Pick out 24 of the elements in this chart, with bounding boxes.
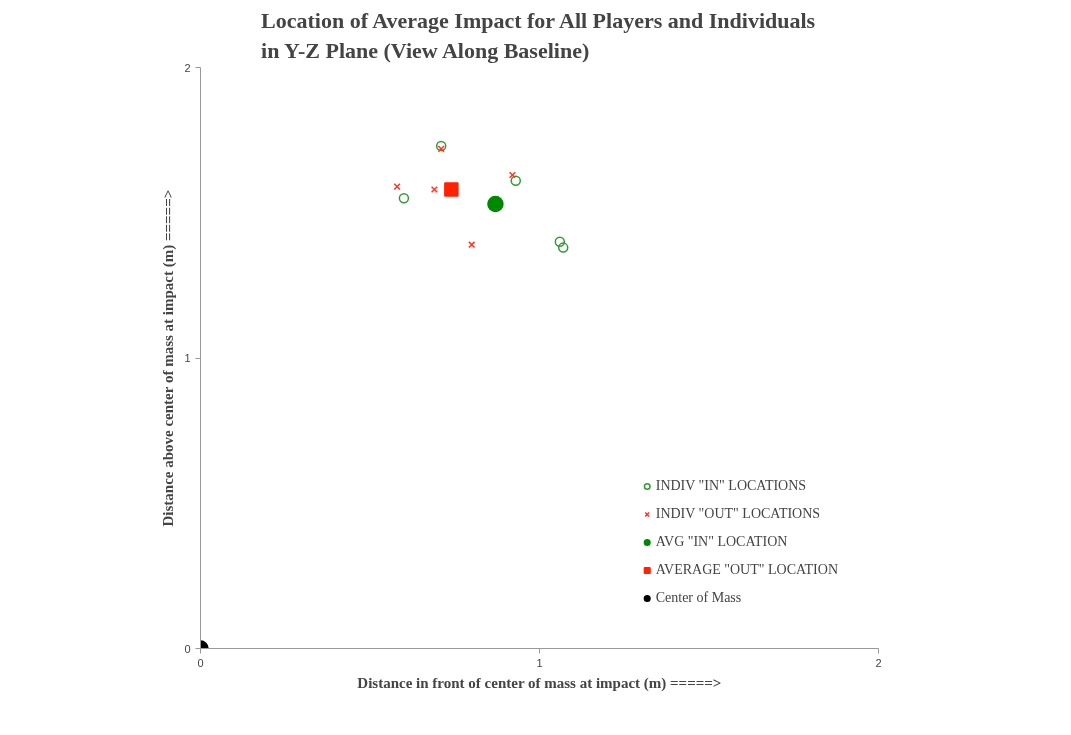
point	[444, 182, 459, 197]
chart-title: Location of Average Impact for All Players and Individuals in Y-Z Plane (View Along Baseline)	[261, 7, 816, 63]
point	[487, 195, 504, 213]
legend-label: AVG "IN" LOCATION	[655, 534, 788, 550]
point	[508, 171, 516, 179]
y-tick-label: 2	[184, 61, 191, 74]
x-tick-label: 0	[197, 656, 204, 669]
y-tick-label: 0	[184, 642, 191, 655]
y-tick-label: 1	[184, 352, 191, 364]
legend-label: Center of Mass	[655, 590, 742, 606]
point	[554, 236, 566, 248]
point	[510, 175, 522, 187]
x-tick-label: 2	[875, 656, 882, 669]
point	[468, 241, 476, 249]
point	[435, 140, 447, 152]
y-axis-title: Distance above center of mass at impact (m) =====>	[160, 189, 178, 527]
x-tick-label: 1	[536, 656, 543, 669]
legend-label: INDIV "OUT" LOCATIONS	[655, 506, 821, 522]
legend-label: INDIV "IN" LOCATIONS	[655, 478, 807, 494]
x-axis-title: Distance in front of center of mass at impact (m) =====>	[357, 674, 722, 692]
legend-label: AVERAGE "OUT" LOCATION	[655, 562, 838, 578]
point	[398, 192, 410, 204]
point	[437, 145, 445, 153]
point	[557, 242, 569, 253]
